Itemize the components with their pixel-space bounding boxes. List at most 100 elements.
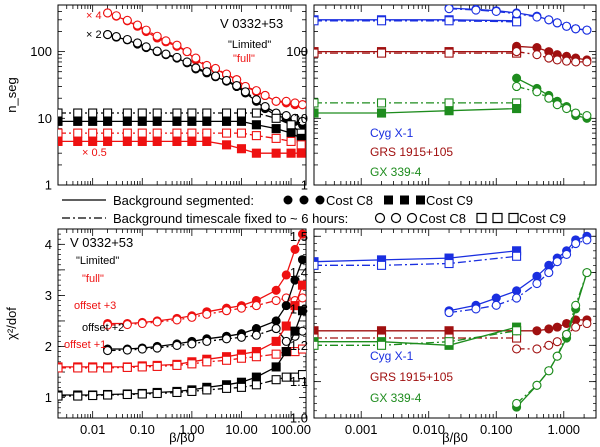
data-point (297, 326, 306, 336)
data-point (314, 16, 319, 26)
data-point (58, 391, 63, 401)
data-point (260, 102, 270, 112)
data-point (236, 353, 247, 363)
data-point (571, 108, 581, 118)
y-tick-label: 1.2 (290, 338, 308, 353)
series-group (314, 231, 592, 412)
data-point (152, 108, 162, 118)
legend: Background segmented: Cost C8 Cost C9 Ba… (62, 193, 566, 226)
series-line (314, 255, 517, 266)
data-point (202, 385, 212, 395)
data-point (296, 140, 306, 150)
data-point (297, 280, 306, 290)
data-point (314, 260, 319, 270)
data-point (532, 344, 542, 354)
series-line (314, 330, 517, 346)
data-point (103, 8, 113, 18)
series-line (448, 235, 588, 312)
data-point (571, 24, 581, 34)
data-point (582, 25, 592, 35)
series-line (58, 132, 302, 146)
data-point (571, 238, 581, 249)
data-point (58, 363, 63, 373)
data-point (221, 128, 232, 138)
series-line (516, 272, 588, 404)
data-point (122, 34, 132, 45)
data-point (152, 388, 162, 399)
series-line (516, 272, 588, 408)
data-point (137, 389, 147, 399)
data-point (103, 363, 113, 373)
data-point (221, 355, 232, 365)
data-point (544, 53, 554, 63)
data-point (88, 390, 98, 401)
data-point (202, 357, 212, 367)
data-point (210, 71, 221, 81)
plot-frame (57, 228, 307, 419)
annotation: Cyg X-1 (370, 349, 414, 363)
panel-title: V 0332+53 (220, 16, 283, 31)
data-point (297, 255, 306, 265)
data-point (73, 136, 83, 146)
data-point (444, 337, 454, 347)
data-point (202, 336, 212, 346)
data-point (122, 116, 132, 126)
data-point (221, 116, 232, 126)
data-point (271, 113, 281, 123)
data-point (172, 315, 182, 325)
data-point (221, 140, 232, 150)
data-point (122, 15, 132, 25)
data-point (271, 316, 281, 326)
annotation: Cyg X-1 (370, 126, 414, 140)
data-point (236, 116, 247, 126)
y-tick-label: 1.3 (290, 301, 308, 316)
annotation: GRS 1915+105 (370, 370, 453, 384)
plot-frame (313, 4, 597, 186)
data-point (281, 347, 291, 357)
data-point (271, 336, 281, 346)
data-point (296, 148, 306, 158)
data-point (221, 75, 232, 85)
x-tick-label: 1.00 (179, 422, 204, 437)
data-point (187, 339, 197, 349)
legend-c8-solid-label: Cost C8 (326, 193, 373, 208)
data-point (251, 120, 261, 130)
data-point (187, 108, 197, 118)
data-point (471, 304, 481, 314)
data-point (532, 380, 542, 390)
data-point (73, 108, 83, 118)
data-point (251, 372, 261, 382)
data-point (182, 57, 192, 67)
data-point (251, 352, 261, 362)
data-point (182, 47, 192, 57)
data-point (172, 360, 182, 370)
data-point (236, 144, 247, 154)
data-point (552, 55, 562, 65)
data-point (512, 293, 522, 303)
data-point (290, 275, 300, 285)
data-point (512, 326, 522, 336)
data-point (122, 319, 132, 330)
data-point (376, 340, 387, 350)
data-point (444, 16, 454, 26)
series-group (58, 229, 306, 401)
data-point (562, 249, 572, 259)
data-point (172, 52, 182, 62)
data-point (512, 104, 522, 114)
data-point (202, 136, 212, 146)
data-point (271, 285, 281, 295)
data-point (286, 148, 296, 158)
data-point (552, 322, 562, 332)
data-point (532, 278, 542, 289)
data-point (297, 306, 306, 316)
data-point (552, 351, 562, 361)
y-tick-label: 1.5 (290, 229, 308, 244)
data-point (281, 372, 291, 382)
data-point (562, 104, 572, 114)
legend-square-3 (416, 195, 425, 205)
data-point (582, 318, 592, 329)
annotation: offset +2 (82, 322, 124, 334)
panel-bottom-left: 1 2 3 4 0.01 0.10 1.00 10.00 100.00 β/β0 χ²/dof V 0… (4, 228, 311, 445)
annotation: × 4 (86, 10, 102, 22)
data-point (512, 344, 522, 354)
